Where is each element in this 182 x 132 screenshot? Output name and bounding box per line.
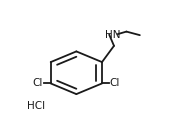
Text: HCl: HCl xyxy=(27,101,45,111)
Text: HN: HN xyxy=(105,30,120,40)
Text: Cl: Cl xyxy=(110,78,120,88)
Text: Cl: Cl xyxy=(33,78,43,88)
